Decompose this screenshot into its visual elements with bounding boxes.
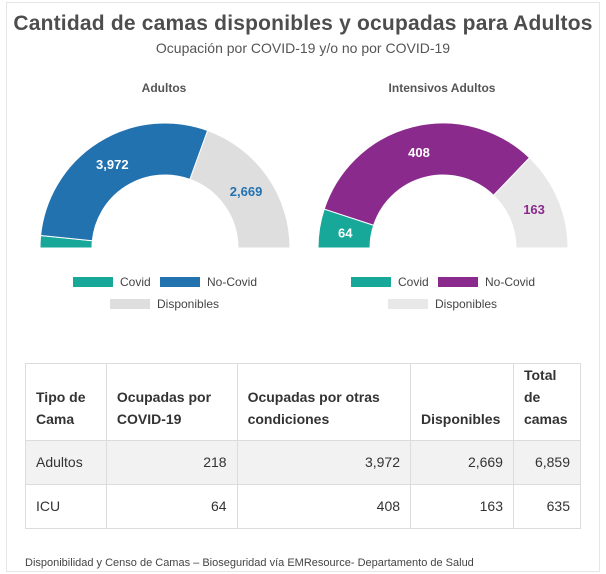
table-row: ICU 64 408 163 635 bbox=[25, 484, 582, 529]
gauge-title-intensivos: Intensivos Adultos bbox=[388, 81, 496, 95]
legend-swatch-covid bbox=[351, 277, 391, 287]
column-header: Tipo de Cama bbox=[25, 363, 107, 441]
gauge-data-label: 163 bbox=[523, 202, 545, 217]
legend-item-covid[interactable]: Covid bbox=[351, 275, 429, 289]
legend-item-no-covid[interactable]: No-Covid bbox=[438, 275, 535, 289]
table-cell: Adultos bbox=[25, 440, 107, 485]
table-cell: 3,972 bbox=[236, 440, 412, 485]
gauge-slice-disponibles[interactable] bbox=[189, 129, 291, 249]
legend-label: No-Covid bbox=[485, 275, 536, 289]
legend-label: Disponibles bbox=[157, 297, 220, 311]
legend-item-disponibles[interactable]: Disponibles bbox=[110, 297, 219, 311]
table-cell: 6,859 bbox=[512, 440, 582, 485]
column-header: Ocupadas por COVID-19 bbox=[105, 363, 238, 441]
column-header: Disponibles bbox=[410, 363, 514, 441]
table-cell: 64 bbox=[105, 484, 238, 529]
table-cell: 2,669 bbox=[410, 440, 514, 485]
gauge-adultos: 3,972 2,669 bbox=[39, 122, 291, 249]
legend-label: No-Covid bbox=[207, 275, 258, 289]
legend-swatch-disponibles bbox=[388, 299, 428, 309]
table-cell: 635 bbox=[512, 484, 582, 529]
legend-swatch-no-covid bbox=[438, 277, 478, 287]
table-header-row: Tipo de Cama Ocupadas por COVID-19 Ocupa… bbox=[25, 363, 582, 441]
legend-label: Covid bbox=[398, 275, 429, 289]
legend-swatch-disponibles bbox=[110, 299, 150, 309]
column-header: Total de camas bbox=[512, 363, 582, 441]
legend-item-disponibles[interactable]: Disponibles bbox=[388, 297, 497, 311]
source-footnote: Disponibilidad y Censo de Camas – Bioseg… bbox=[25, 557, 474, 569]
page-subtitle: Ocupación por COVID-19 y/o no por COVID-… bbox=[155, 40, 451, 56]
table-cell: 408 bbox=[236, 484, 412, 529]
table-row: Adultos 218 3,972 2,669 6,859 bbox=[25, 440, 582, 485]
legend-swatch-no-covid bbox=[160, 277, 200, 287]
gauge-title-adultos: Adultos bbox=[141, 81, 187, 95]
gauge-slice-disponibles[interactable] bbox=[492, 157, 569, 249]
gauge-slice-no-covid[interactable] bbox=[323, 122, 531, 226]
page-title: Cantidad de camas disponibles y ocupadas… bbox=[13, 12, 593, 35]
gauge-data-label: 408 bbox=[408, 145, 430, 160]
table-cell: 218 bbox=[105, 440, 238, 485]
beds-table: Tipo de Cama Ocupadas por COVID-19 Ocupa… bbox=[25, 363, 582, 529]
legend-item-covid[interactable]: Covid bbox=[73, 275, 151, 289]
gauge-data-label: 2,669 bbox=[230, 184, 263, 199]
legend-swatch-covid bbox=[73, 277, 113, 287]
legend-label: Covid bbox=[120, 275, 151, 289]
table-cell: ICU bbox=[25, 484, 107, 529]
legend-item-no-covid[interactable]: No-Covid bbox=[160, 275, 257, 289]
gauge-data-label: 64 bbox=[338, 225, 353, 240]
gauge-slice-no-covid[interactable] bbox=[40, 122, 209, 242]
legend-label: Disponibles bbox=[435, 297, 498, 311]
column-header: Ocupadas por otras condiciones bbox=[236, 363, 412, 441]
table-cell: 163 bbox=[410, 484, 514, 529]
gauge-intensivos: 64 408 163 bbox=[317, 122, 569, 249]
gauge-data-label: 3,972 bbox=[96, 157, 129, 172]
